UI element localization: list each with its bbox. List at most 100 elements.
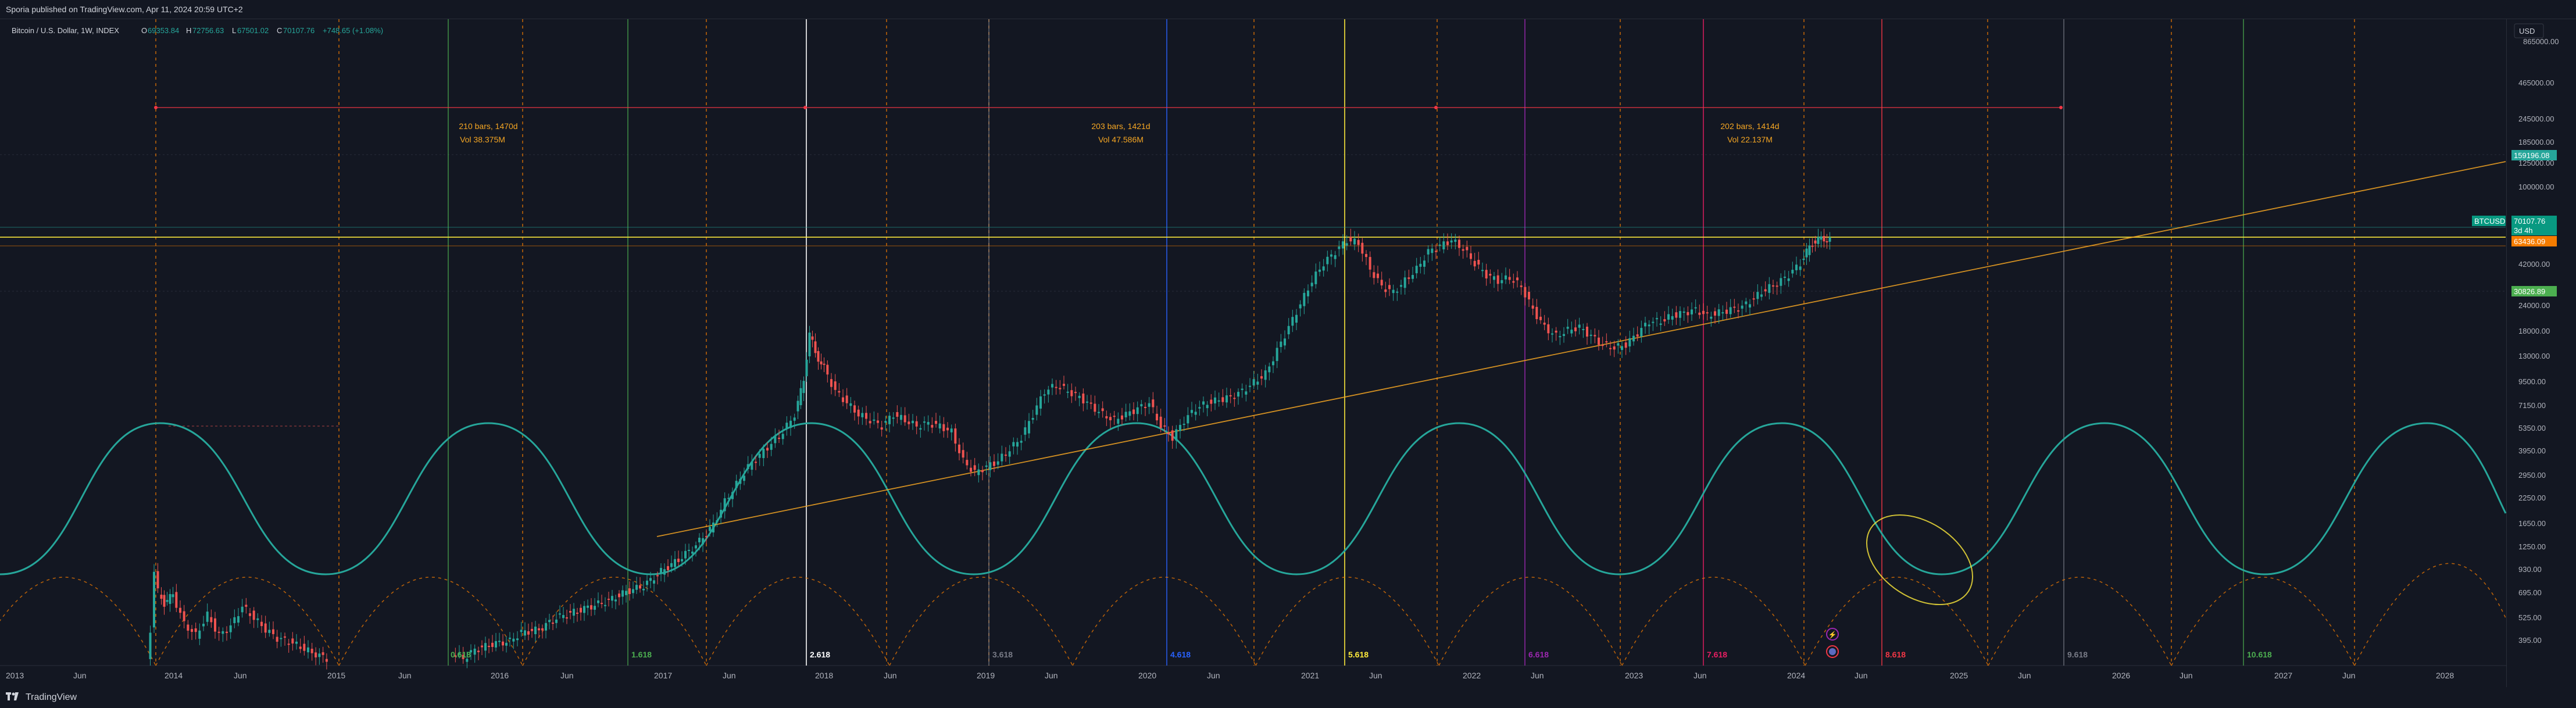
candle-body bbox=[635, 585, 638, 590]
fib-label-5: 5.618 bbox=[1348, 650, 1369, 659]
price-tick: 1650.00 bbox=[2518, 519, 2546, 528]
candle-body bbox=[1524, 287, 1527, 298]
time-tick: Jun bbox=[73, 671, 87, 680]
measure-tool[interactable]: 210 bars, 1470d Vol 38.375M 203 bars, 14… bbox=[154, 106, 2063, 144]
candle-body bbox=[1403, 277, 1406, 288]
candle-body bbox=[576, 612, 578, 614]
candle-body bbox=[166, 600, 169, 602]
candle-body bbox=[1636, 334, 1639, 337]
candle-body bbox=[1144, 406, 1146, 408]
price-tick: 13000.00 bbox=[2518, 352, 2550, 360]
candle-body bbox=[1825, 241, 1828, 242]
candle-body bbox=[691, 551, 694, 554]
candle-body bbox=[1276, 348, 1278, 362]
candle-body bbox=[1508, 277, 1511, 280]
candle-body bbox=[1477, 260, 1480, 265]
candle-body bbox=[516, 638, 519, 641]
time-tick: 2014 bbox=[165, 671, 183, 680]
candle-body bbox=[958, 444, 960, 453]
candle-body bbox=[1745, 301, 1748, 305]
candle-body bbox=[1749, 304, 1751, 307]
candle-body bbox=[1233, 398, 1236, 399]
candle-body bbox=[1466, 246, 1469, 251]
candle-body bbox=[156, 571, 159, 589]
candle-body bbox=[597, 600, 599, 603]
candle-body bbox=[1167, 432, 1170, 435]
candle-body bbox=[1179, 424, 1181, 431]
candle-body bbox=[1741, 305, 1743, 309]
legend-change: +748.65 (+1.08%) bbox=[323, 26, 383, 35]
candle-body bbox=[667, 566, 669, 570]
candle-body bbox=[321, 652, 324, 655]
candle-body bbox=[1717, 309, 1720, 316]
candle-body bbox=[716, 520, 719, 523]
time-tick: Jun bbox=[398, 671, 412, 680]
candle-body bbox=[237, 616, 240, 623]
time-tick: Jun bbox=[1207, 671, 1220, 680]
candle-body bbox=[1268, 366, 1271, 373]
candle-body bbox=[826, 364, 829, 375]
candle-body bbox=[1353, 238, 1356, 245]
sine-cycle bbox=[0, 422, 2507, 575]
candle-body bbox=[538, 628, 540, 631]
candle-body bbox=[799, 388, 802, 406]
candle-body bbox=[1435, 251, 1437, 252]
candle-body bbox=[1446, 241, 1449, 245]
candle-body bbox=[1284, 338, 1286, 346]
measure-1-bars: 210 bars, 1470d bbox=[459, 121, 517, 131]
candle-body bbox=[1047, 389, 1050, 395]
candle-body bbox=[488, 646, 490, 648]
candle-body bbox=[660, 568, 662, 574]
candle-body bbox=[1570, 330, 1573, 334]
candle-body bbox=[954, 428, 957, 444]
candle-body bbox=[1319, 269, 1321, 272]
candle-body bbox=[962, 450, 964, 458]
highlight-ellipse[interactable] bbox=[1850, 496, 1989, 623]
candle-body bbox=[1516, 277, 1519, 281]
legend-open: 69353.84 bbox=[148, 26, 179, 35]
candle-body bbox=[656, 575, 659, 577]
candle-body bbox=[1605, 341, 1608, 343]
candle-body bbox=[993, 461, 995, 466]
cycle-arcs bbox=[0, 563, 2506, 666]
currency-label: USD bbox=[2519, 27, 2535, 35]
candle-body bbox=[1089, 402, 1092, 404]
candle-body bbox=[473, 648, 476, 655]
candle-body bbox=[642, 588, 645, 591]
candle-body bbox=[217, 631, 220, 633]
candle-body bbox=[1787, 278, 1790, 281]
tradingview-logo[interactable]: TradingView bbox=[6, 692, 77, 703]
candle-body bbox=[1345, 243, 1348, 246]
candle-body bbox=[989, 462, 992, 470]
event-markers[interactable]: ⚡ bbox=[1826, 628, 1839, 658]
legend-symbol: Bitcoin / U.S. Dollar, 1W, INDEX bbox=[12, 26, 119, 35]
candle-body bbox=[299, 646, 302, 649]
tradingview-brand: TradingView bbox=[26, 692, 77, 702]
candle-body bbox=[1055, 387, 1057, 388]
candle-body bbox=[950, 428, 953, 432]
candle-body bbox=[1811, 245, 1814, 247]
candle-body bbox=[1369, 257, 1371, 270]
currency-button[interactable] bbox=[2514, 23, 2544, 38]
candle-body bbox=[1338, 246, 1341, 249]
time-axis[interactable]: 2013 Jun 2014 Jun 2015 Jun 2016 Jun 2017 Jun 2018 J… bbox=[6, 671, 2454, 680]
candle-body bbox=[608, 599, 610, 600]
candle-body bbox=[1005, 455, 1007, 456]
candle-body bbox=[202, 624, 205, 627]
candle-body bbox=[1132, 409, 1135, 414]
legend-close-label: C bbox=[277, 26, 282, 35]
candle-body bbox=[789, 420, 792, 428]
candle-body bbox=[942, 424, 945, 431]
trendline[interactable] bbox=[656, 161, 2506, 537]
candle-body bbox=[1644, 323, 1646, 327]
candle-body bbox=[1756, 292, 1759, 299]
candle-body bbox=[1427, 249, 1430, 255]
candle-body bbox=[1617, 343, 1620, 346]
price-axis[interactable]: USD 865000.00 465000.00 245000.00 185000.0… bbox=[2472, 19, 2576, 688]
price-tick: 42000.00 bbox=[2518, 260, 2550, 269]
candle-body bbox=[555, 619, 558, 623]
chart-svg[interactable]: Bitcoin / U.S. Dollar, 1W, INDEX O 69353… bbox=[0, 19, 2576, 688]
candle-body bbox=[1760, 294, 1763, 297]
candle-body bbox=[245, 605, 248, 607]
chart-area[interactable]: Bitcoin / U.S. Dollar, 1W, INDEX O 69353… bbox=[0, 19, 2576, 688]
